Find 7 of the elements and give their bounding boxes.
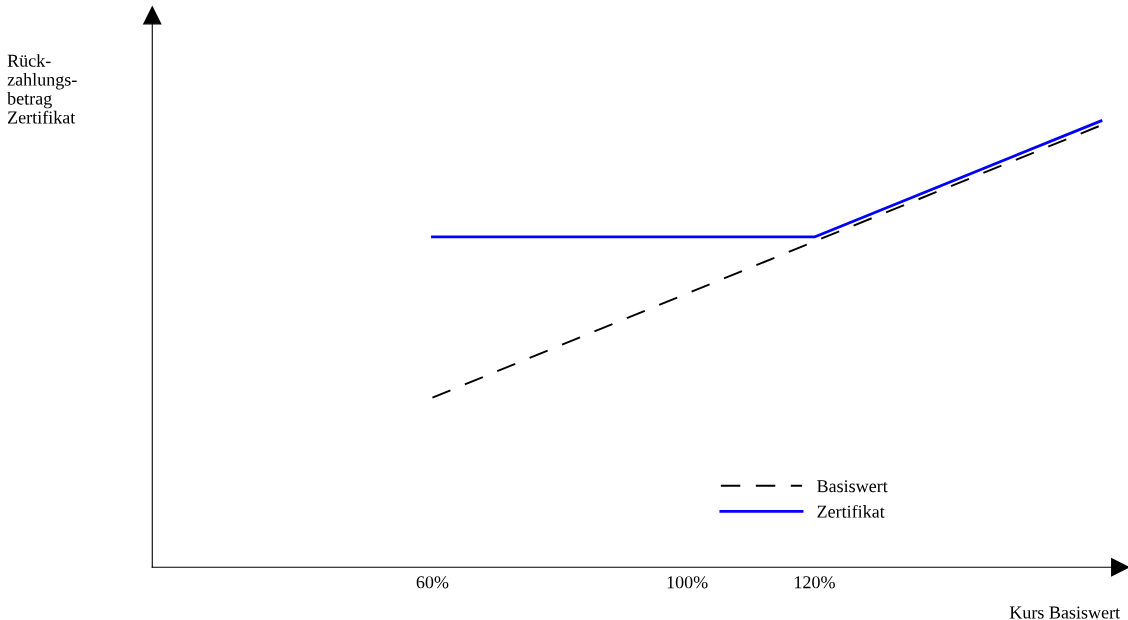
x-tick-label: 120% <box>795 576 835 589</box>
legend-label: Basiswert <box>817 480 888 493</box>
x-tick-label: 60% <box>416 576 449 589</box>
x-axis-title: Kurs Basiswert <box>1009 606 1120 619</box>
y-axis-title: Rück- zahlungs- betrag Zertifikat <box>7 54 77 124</box>
x-tick-label: 100% <box>667 576 708 589</box>
legend-label: Zertifikat <box>817 504 885 518</box>
